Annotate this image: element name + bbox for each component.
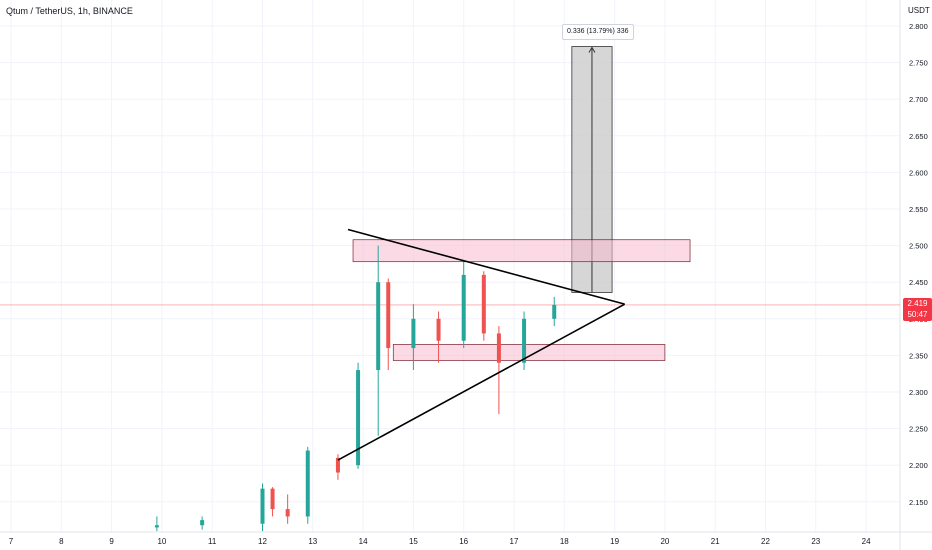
y-tick-label: 2.350 — [909, 351, 928, 360]
current-price-value: 2.419 — [907, 299, 928, 308]
y-tick-label: 2.200 — [909, 461, 928, 470]
x-tick-label: 19 — [610, 537, 619, 546]
y-tick-label: 2.450 — [909, 278, 928, 287]
x-tick-label: 13 — [308, 537, 317, 546]
x-tick-label: 20 — [660, 537, 669, 546]
candle-body — [436, 318, 441, 341]
x-tick-label: 9 — [109, 537, 114, 546]
y-axis-unit: USDT — [908, 6, 930, 15]
price-range-label: 0.336 (13.79%) 336 — [562, 24, 634, 40]
candle-body — [461, 274, 466, 341]
candle-body — [285, 509, 290, 517]
candle-body — [335, 457, 340, 473]
y-tick-label: 2.500 — [909, 242, 928, 251]
candle-body — [522, 318, 527, 363]
candle-body — [411, 318, 416, 349]
triangle-upper-line — [347, 228, 625, 305]
candle-body — [552, 304, 557, 319]
candle-body — [496, 333, 501, 363]
x-tick-label: 22 — [761, 537, 770, 546]
y-tick-label: 2.650 — [909, 132, 928, 141]
x-tick-label: 8 — [59, 537, 64, 546]
y-tick-label: 2.300 — [909, 388, 928, 397]
candle-body — [260, 488, 265, 524]
x-tick-label: 7 — [9, 537, 14, 546]
countdown-value: 50:47 — [907, 310, 928, 319]
y-tick-label: 2.250 — [909, 425, 928, 434]
price-range-arrow-head — [588, 46, 596, 53]
x-tick-label: 15 — [409, 537, 418, 546]
candle-body — [200, 520, 205, 526]
candle-body — [154, 525, 159, 528]
resistance-zone — [352, 239, 691, 263]
x-tick-label: 24 — [862, 537, 871, 546]
y-tick-label: 2.750 — [909, 59, 928, 68]
x-tick-label: 14 — [359, 537, 368, 546]
candle-body — [376, 282, 381, 371]
x-tick-label: 11 — [208, 537, 217, 546]
y-tick-label: 2.550 — [909, 205, 928, 214]
x-tick-label: 16 — [459, 537, 468, 546]
y-tick-label: 2.600 — [909, 168, 928, 177]
x-tick-label: 10 — [157, 537, 166, 546]
y-tick-label: 2.700 — [909, 95, 928, 104]
candle-body — [481, 274, 486, 334]
triangle-lower-line — [337, 303, 626, 461]
x-tick-label: 23 — [811, 537, 820, 546]
x-tick-label: 18 — [560, 537, 569, 546]
support-zone — [392, 344, 666, 361]
y-tick-label: 2.150 — [909, 498, 928, 507]
chart-title: Qtum / TetherUS, 1h, BINANCE — [6, 6, 133, 16]
candle-body — [356, 370, 361, 466]
candle-body — [305, 450, 310, 517]
candle-body — [386, 282, 391, 349]
candle-body — [270, 488, 275, 510]
current-price-tag: 2.419 50:47 — [903, 298, 932, 321]
x-tick-label: 12 — [258, 537, 267, 546]
x-tick-label: 17 — [510, 537, 519, 546]
y-tick-label: 2.800 — [909, 22, 928, 31]
x-tick-label: 21 — [711, 537, 720, 546]
